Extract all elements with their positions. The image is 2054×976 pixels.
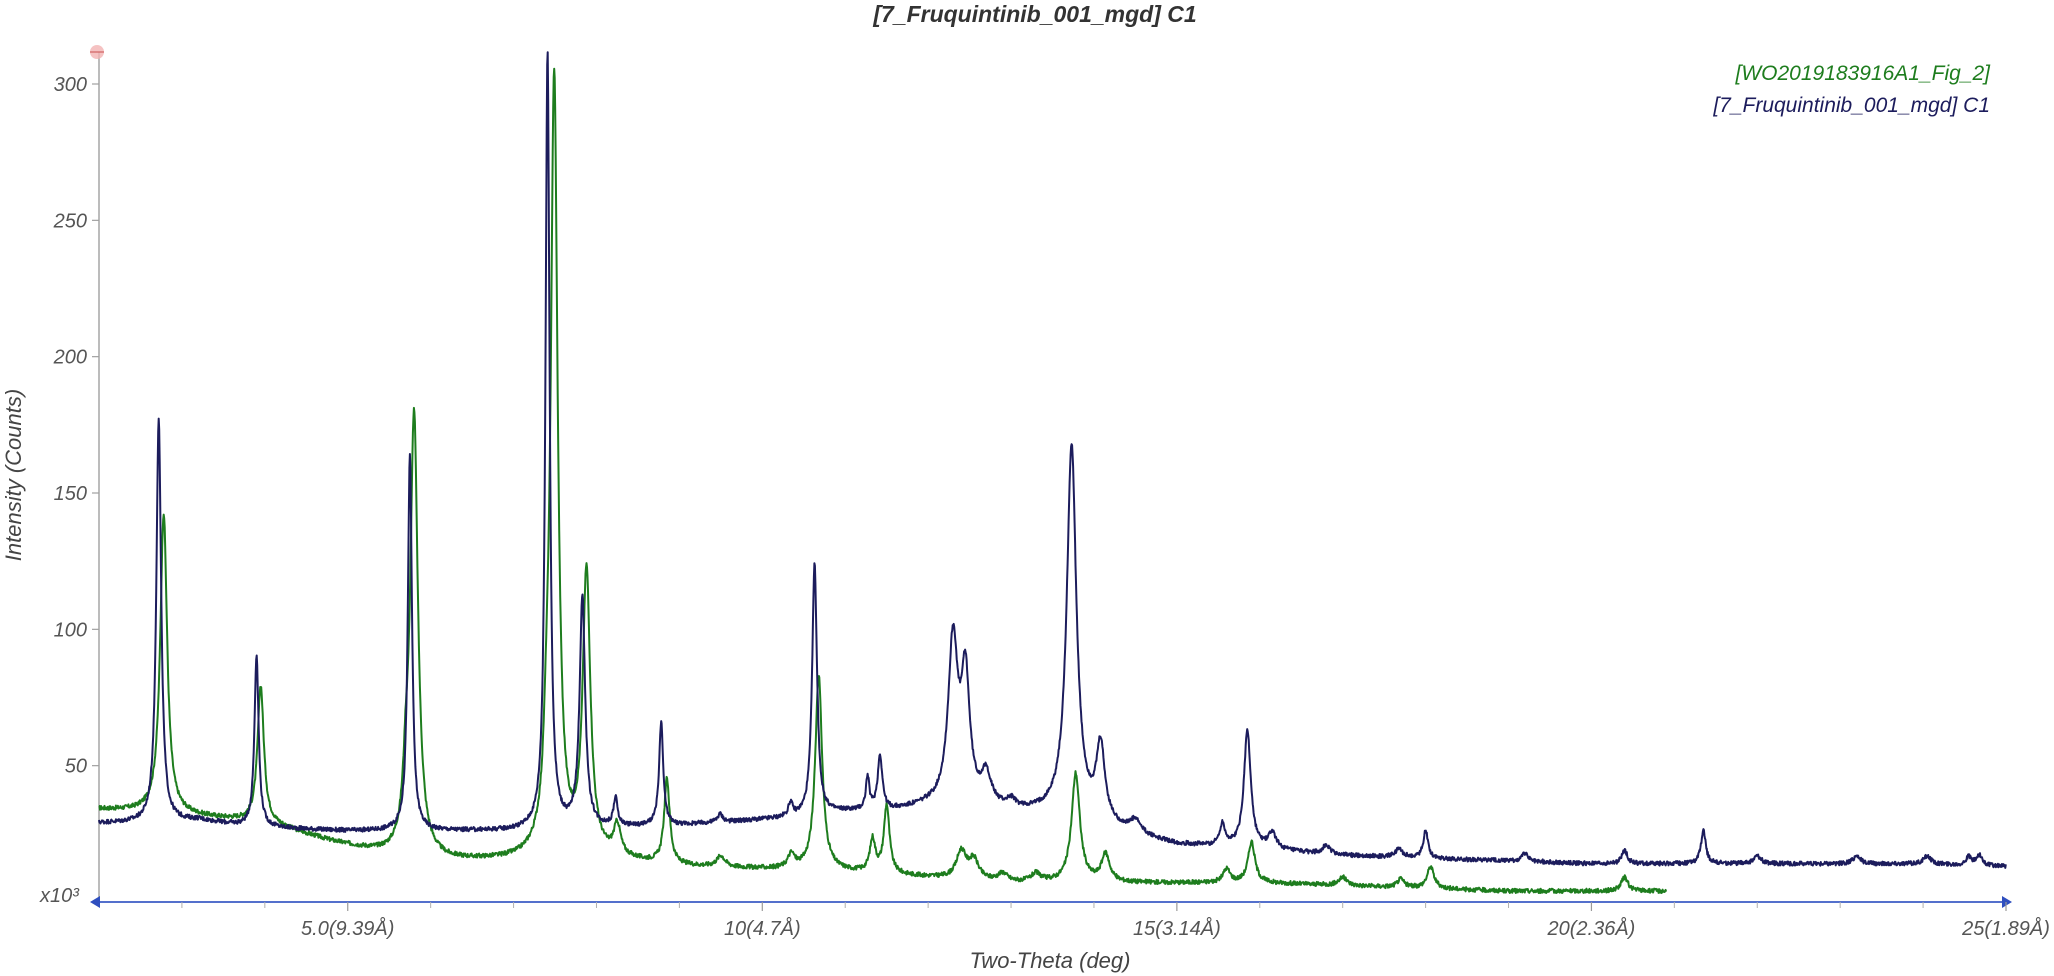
y-axis-label: Intensity (Counts) [1,389,26,561]
y-tick-label: 250 [53,210,87,232]
chart-title: [7_Fruquintinib_001_mgd] C1 [872,1,1196,27]
x-axis-right-arrow [2002,896,2012,908]
y-multiplier-label: x10³ [39,885,80,907]
x-tick-label: 10(4.7Å) [724,917,801,940]
y-tick-label: 300 [54,74,87,96]
legend-entry-1: [7_Fruquintinib_001_mgd] C1 [1712,94,1990,117]
legend-entry-0: [WO2019183916A1_Fig_2] [1734,62,1991,85]
x-ticks: 5.0(9.39Å) 10(4.7Å) 15(3.14Å) 20(2.36Å) 25(1… [181,902,2050,940]
series-layer [98,51,2007,894]
axes [90,45,2012,908]
y-tick-label: 100 [54,619,87,641]
y-ticks: 50 100 150 200 250 300 [53,74,99,778]
y-tick-label: 50 [65,756,87,778]
x-axis-left-arrow [90,896,100,908]
series-line-0 [98,67,1668,894]
y-tick-label: 200 [53,347,87,369]
legend: [WO2019183916A1_Fig_2] [7_Fruquintinib_0… [1712,62,1991,117]
x-tick-label: 25(1.89Å) [1961,917,2050,940]
x-axis-label: Two-Theta (deg) [970,948,1131,973]
y-tick-label: 150 [54,483,87,505]
x-tick-label: 15(3.14Å) [1133,917,1221,940]
series-line-1 [98,51,2007,869]
x-tick-label: 5.0(9.39Å) [301,917,394,940]
x-tick-label: 20(2.36Å) [1547,917,1636,940]
